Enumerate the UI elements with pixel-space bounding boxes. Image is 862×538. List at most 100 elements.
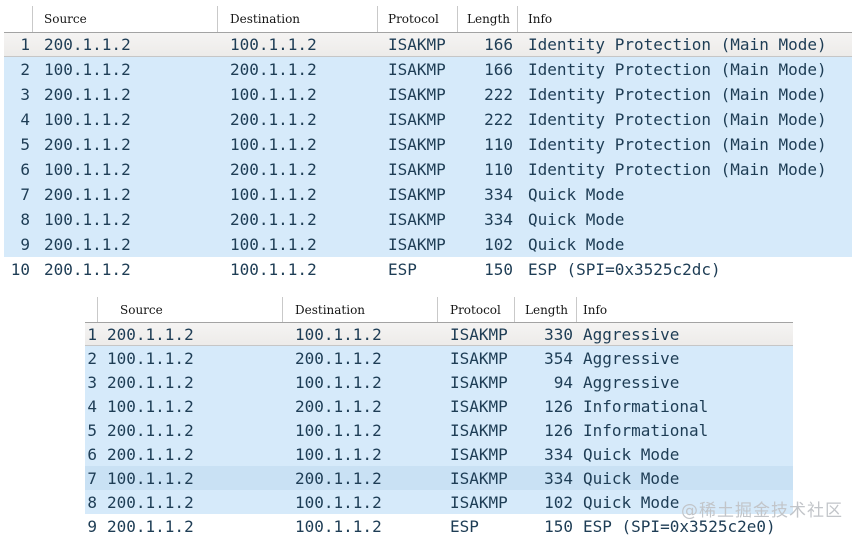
cell-source: 200.1.1.2: [44, 235, 131, 254]
cell-length: 334: [544, 468, 573, 488]
cell-info: Aggressive: [583, 324, 680, 344]
column-header-protocol[interactable]: Protocol: [378, 6, 458, 32]
cell-destination: 100.1.1.2: [230, 135, 317, 154]
cell-destination: 200.1.1.2: [295, 468, 382, 488]
cell-length: 110: [484, 160, 513, 179]
column-header-destination[interactable]: Destination: [218, 6, 378, 32]
cell-source: 200.1.1.2: [44, 85, 131, 104]
cell-no: 7: [87, 468, 97, 488]
column-header-length[interactable]: Length: [458, 6, 518, 32]
cell-info: Quick Mode: [528, 185, 625, 204]
cell-info: Quick Mode: [528, 235, 625, 254]
cell-destination: 100.1.1.2: [230, 260, 317, 279]
cell-length: 126: [544, 420, 573, 440]
packet-list-rows: 1 200.1.1.2 100.1.1.2 ISAKMP 166 Identity Pro…: [4, 32, 852, 282]
cell-no: 5: [87, 420, 97, 440]
cell-length: 330: [544, 324, 573, 344]
cell-source: 100.1.1.2: [44, 110, 131, 129]
column-header-destination[interactable]: Destination: [283, 297, 438, 322]
packet-row[interactable]: 1 200.1.1.2 100.1.1.2 ISAKMP 166 Identity Pro…: [4, 32, 852, 57]
cell-protocol: ISAKMP: [450, 396, 508, 416]
cell-destination: 200.1.1.2: [295, 396, 382, 416]
packet-row[interactable]: 6 100.1.1.2 200.1.1.2 ISAKMP 110 Identity Pro…: [4, 157, 852, 182]
cell-no: 6: [20, 160, 30, 179]
cell-destination: 100.1.1.2: [295, 372, 382, 392]
column-header-no[interactable]: [85, 297, 98, 322]
cell-length: 102: [544, 492, 573, 512]
packet-row[interactable]: 2 100.1.1.2 200.1.1.2 ISAKMP 166 Identity Pro…: [4, 57, 852, 82]
column-header-source[interactable]: Source: [98, 297, 283, 322]
cell-info: Identity Protection (Main Mode): [528, 135, 827, 154]
packet-row[interactable]: 4 100.1.1.2 200.1.1.2 ISAKMP 126 Informationa…: [85, 394, 793, 418]
cell-no: 4: [87, 396, 97, 416]
cell-length: 222: [484, 110, 513, 129]
cell-info: ESP (SPI=0x3525c2e0): [583, 516, 776, 536]
cell-destination: 100.1.1.2: [230, 235, 317, 254]
cell-destination: 100.1.1.2: [295, 420, 382, 440]
packet-row[interactable]: 2 100.1.1.2 200.1.1.2 ISAKMP 354 Aggressive: [85, 346, 793, 370]
cell-length: 334: [544, 444, 573, 464]
cell-info: Quick Mode: [528, 210, 625, 229]
packet-row[interactable]: 3 200.1.1.2 100.1.1.2 ISAKMP 94 Aggressive: [85, 370, 793, 394]
packet-row[interactable]: 10 200.1.1.2 100.1.1.2 ESP 150 ESP (SPI=0x352…: [4, 257, 852, 282]
cell-no: 6: [87, 444, 97, 464]
cell-protocol: ISAKMP: [450, 468, 508, 488]
cell-no: 8: [87, 492, 97, 512]
cell-info: Identity Protection (Main Mode): [528, 110, 827, 129]
cell-source: 200.1.1.2: [44, 135, 131, 154]
cell-source: 100.1.1.2: [44, 160, 131, 179]
cell-length: 110: [484, 135, 513, 154]
packet-row[interactable]: 1 200.1.1.2 100.1.1.2 ISAKMP 330 Aggressive: [85, 322, 793, 346]
packet-list-bottom: Source Destination Protocol Length Info 1 200…: [85, 297, 793, 538]
column-header-source[interactable]: Source: [33, 6, 218, 32]
column-header-info[interactable]: Info: [528, 12, 553, 26]
packet-row[interactable]: 3 200.1.1.2 100.1.1.2 ISAKMP 222 Identity Pro…: [4, 82, 852, 107]
cell-protocol: ISAKMP: [450, 420, 508, 440]
cell-source: 200.1.1.2: [44, 185, 131, 204]
cell-no: 7: [20, 185, 30, 204]
cell-info: Quick Mode: [583, 444, 680, 464]
packet-row[interactable]: 7 200.1.1.2 100.1.1.2 ISAKMP 334 Quick Mode: [4, 182, 852, 207]
cell-protocol: ISAKMP: [388, 210, 446, 229]
packet-row[interactable]: 4 100.1.1.2 200.1.1.2 ISAKMP 222 Identity Pro…: [4, 107, 852, 132]
packet-list-header: Source Destination Protocol Length Info: [85, 297, 793, 322]
cell-source: 100.1.1.2: [107, 468, 194, 488]
column-header-no[interactable]: [4, 6, 33, 32]
cell-destination: 100.1.1.2: [230, 35, 317, 54]
packet-row[interactable]: 9 200.1.1.2 100.1.1.2 ISAKMP 102 Quick Mode: [4, 232, 852, 257]
cell-length: 334: [484, 185, 513, 204]
packet-list-top: Source Destination Protocol Length Info 1 200…: [4, 6, 852, 282]
cell-destination: 100.1.1.2: [295, 492, 382, 512]
cell-length: 102: [484, 235, 513, 254]
cell-no: 10: [10, 260, 30, 279]
column-header-info[interactable]: Info: [583, 302, 608, 317]
cell-no: 1: [20, 35, 30, 54]
cell-no: 4: [20, 110, 30, 129]
cell-info: Identity Protection (Main Mode): [528, 60, 827, 79]
packet-row[interactable]: 7 100.1.1.2 200.1.1.2 ISAKMP 334 Quick Mode: [85, 466, 793, 490]
packet-row[interactable]: 5 200.1.1.2 100.1.1.2 ISAKMP 126 Informationa…: [85, 418, 793, 442]
packet-row[interactable]: 5 200.1.1.2 100.1.1.2 ISAKMP 110 Identity Pro…: [4, 132, 852, 157]
packet-row[interactable]: 8 200.1.1.2 100.1.1.2 ISAKMP 102 Quick Mode: [85, 490, 793, 514]
cell-destination: 100.1.1.2: [230, 185, 317, 204]
column-header-protocol[interactable]: Protocol: [438, 297, 515, 322]
cell-info: Quick Mode: [583, 468, 680, 488]
packet-list-rows: 1 200.1.1.2 100.1.1.2 ISAKMP 330 Aggressive 2 1…: [85, 322, 793, 538]
cell-no: 3: [87, 372, 97, 392]
packet-row[interactable]: 6 200.1.1.2 100.1.1.2 ISAKMP 334 Quick Mode: [85, 442, 793, 466]
packet-row[interactable]: 9 200.1.1.2 100.1.1.2 ESP 150 ESP (SPI=0x3525…: [85, 514, 793, 538]
cell-no: 9: [87, 516, 97, 536]
cell-no: 8: [20, 210, 30, 229]
cell-source: 200.1.1.2: [107, 444, 194, 464]
cell-source: 200.1.1.2: [107, 492, 194, 512]
packet-row[interactable]: 8 100.1.1.2 200.1.1.2 ISAKMP 334 Quick Mode: [4, 207, 852, 232]
cell-length: 150: [484, 260, 513, 279]
cell-source: 200.1.1.2: [107, 372, 194, 392]
cell-source: 100.1.1.2: [107, 396, 194, 416]
cell-length: 222: [484, 85, 513, 104]
cell-protocol: ESP: [450, 516, 479, 536]
cell-info: Informational: [583, 420, 709, 440]
cell-info: ESP (SPI=0x3525c2dc): [528, 260, 721, 279]
column-header-length[interactable]: Length: [515, 297, 577, 322]
cell-info: Identity Protection (Main Mode): [528, 35, 827, 54]
